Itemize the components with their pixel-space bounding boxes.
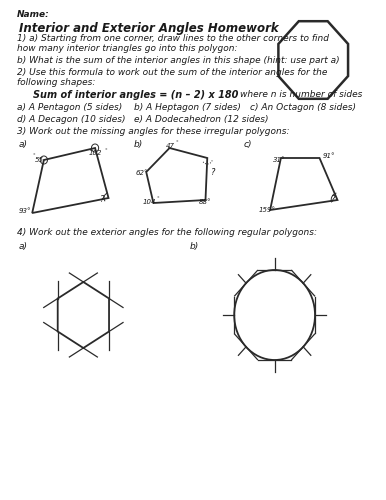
Text: d) A Decagon (10 sides): d) A Decagon (10 sides) bbox=[17, 115, 125, 124]
Text: 2) Use this formula to work out the sum of the interior angles for the: 2) Use this formula to work out the sum … bbox=[17, 68, 327, 77]
Text: a) A Pentagon (5 sides): a) A Pentagon (5 sides) bbox=[17, 103, 122, 112]
Text: e) A Dodecahedron (12 sides): e) A Dodecahedron (12 sides) bbox=[134, 115, 268, 124]
Text: 3) Work out the missing angles for these irregular polygons:: 3) Work out the missing angles for these… bbox=[17, 127, 289, 136]
Text: 102: 102 bbox=[89, 150, 102, 156]
Text: 91°: 91° bbox=[322, 153, 335, 159]
Text: 93°: 93° bbox=[19, 208, 31, 214]
Text: b): b) bbox=[189, 242, 198, 251]
Text: following shapes:: following shapes: bbox=[17, 78, 95, 87]
Text: 62°: 62° bbox=[135, 170, 148, 176]
Text: 47: 47 bbox=[166, 143, 175, 149]
Text: a): a) bbox=[19, 242, 28, 251]
Text: 31°: 31° bbox=[273, 157, 285, 163]
Text: where n is number of sides: where n is number of sides bbox=[240, 90, 362, 99]
Text: 4) Work out the exterior angles for the following regular polygons:: 4) Work out the exterior angles for the … bbox=[17, 228, 317, 237]
Text: b) What is the sum of the interior angles in this shape (hint: use part a): b) What is the sum of the interior angle… bbox=[17, 56, 340, 65]
Text: a): a) bbox=[19, 140, 28, 149]
Text: c) An Octagon (8 sides): c) An Octagon (8 sides) bbox=[251, 103, 356, 112]
Text: 55: 55 bbox=[35, 157, 44, 163]
Text: °: ° bbox=[156, 196, 159, 201]
Text: °: ° bbox=[105, 148, 108, 153]
Text: 1) a) Starting from one corner, draw lines to the other corners to find: 1) a) Starting from one corner, draw lin… bbox=[17, 34, 329, 43]
Text: 88°: 88° bbox=[198, 199, 211, 205]
Text: 104: 104 bbox=[143, 199, 156, 205]
Text: b): b) bbox=[134, 140, 143, 149]
Text: Sum of interior angles = (n – 2) x 180: Sum of interior angles = (n – 2) x 180 bbox=[33, 90, 238, 100]
Text: ?: ? bbox=[331, 195, 336, 204]
Text: how many interior triangles go into this polygon:: how many interior triangles go into this… bbox=[17, 44, 237, 53]
Text: 159°: 159° bbox=[259, 207, 276, 213]
Text: Name:: Name: bbox=[17, 10, 50, 19]
Text: b) A Heptagon (7 sides): b) A Heptagon (7 sides) bbox=[134, 103, 240, 112]
Text: c): c) bbox=[243, 140, 252, 149]
Text: Interior and Exterior Angles Homework: Interior and Exterior Angles Homework bbox=[19, 22, 279, 35]
Text: ?: ? bbox=[100, 195, 104, 204]
Text: ?: ? bbox=[211, 168, 215, 177]
Text: °: ° bbox=[176, 140, 179, 145]
Text: °: ° bbox=[32, 153, 35, 158]
